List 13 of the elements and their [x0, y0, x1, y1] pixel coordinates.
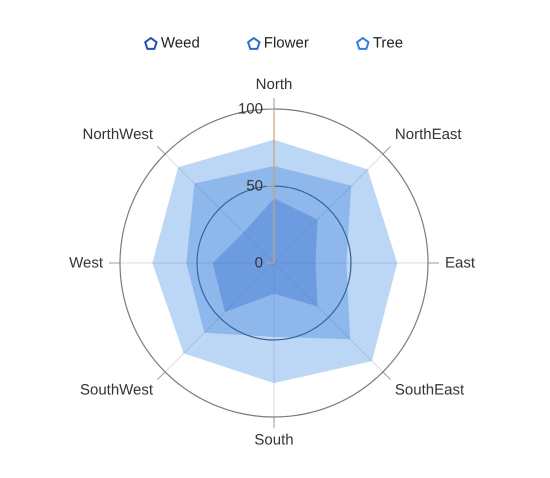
legend-label: Flower — [264, 34, 309, 52]
spoke-label: South — [254, 431, 294, 448]
spoke-label: North — [256, 76, 292, 93]
spoke-label: SouthEast — [394, 381, 465, 398]
spoke-label: SouthWest — [80, 381, 154, 398]
spoke-label: West — [69, 254, 104, 272]
y-tick-label: 50 — [246, 178, 263, 194]
legend-label: Weed — [160, 34, 200, 52]
y-tick-label: 0 — [254, 254, 263, 272]
spoke-label: NorthEast — [394, 126, 462, 144]
spoke-label: East — [445, 254, 476, 272]
spoke-label: NorthWest — [82, 126, 154, 144]
legend-label: Tree — [372, 34, 404, 52]
